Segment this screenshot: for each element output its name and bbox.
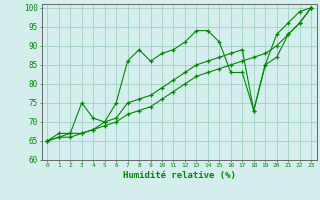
X-axis label: Humidité relative (%): Humidité relative (%) [123,171,236,180]
